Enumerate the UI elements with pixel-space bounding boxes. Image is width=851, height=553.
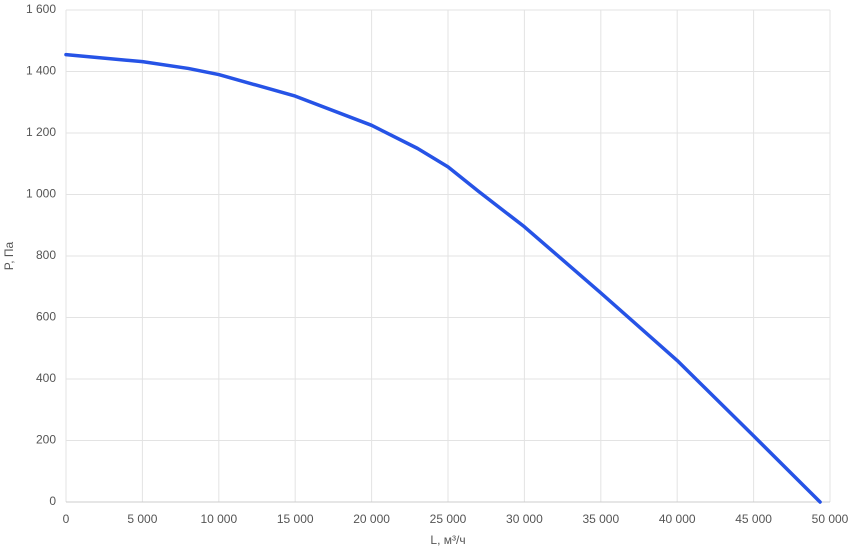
y-tick-label: 400 (36, 371, 56, 385)
line (64, 52, 822, 504)
x-tick-label: 20 000 (353, 512, 390, 526)
x-tick-label: 0 (63, 512, 70, 526)
y-tick-label: 600 (36, 310, 56, 324)
y-tick-label: 800 (36, 248, 56, 262)
y-axis-title: P, Па (2, 241, 16, 270)
y-tick-label: 1 600 (26, 2, 56, 16)
x-tick-label: 45 000 (735, 512, 772, 526)
y-tick-label: 1 000 (26, 187, 56, 201)
x-tick-label: 40 000 (659, 512, 696, 526)
x-tick-label: 30 000 (506, 512, 543, 526)
x-tick-label: 25 000 (430, 512, 467, 526)
x-tick-label: 5 000 (127, 512, 157, 526)
x-tick-label: 10 000 (200, 512, 237, 526)
y-tick-label: 1 400 (26, 64, 56, 78)
y-tick-label: 1 200 (26, 125, 56, 139)
x-tick-label: 15 000 (277, 512, 314, 526)
x-tick-label: 50 000 (812, 512, 849, 526)
y-tick-label: 0 (49, 494, 56, 508)
y-tick-label: 200 (36, 433, 56, 447)
x-axis-title: L, м³/ч (430, 533, 465, 547)
x-tick-label: 35 000 (582, 512, 619, 526)
